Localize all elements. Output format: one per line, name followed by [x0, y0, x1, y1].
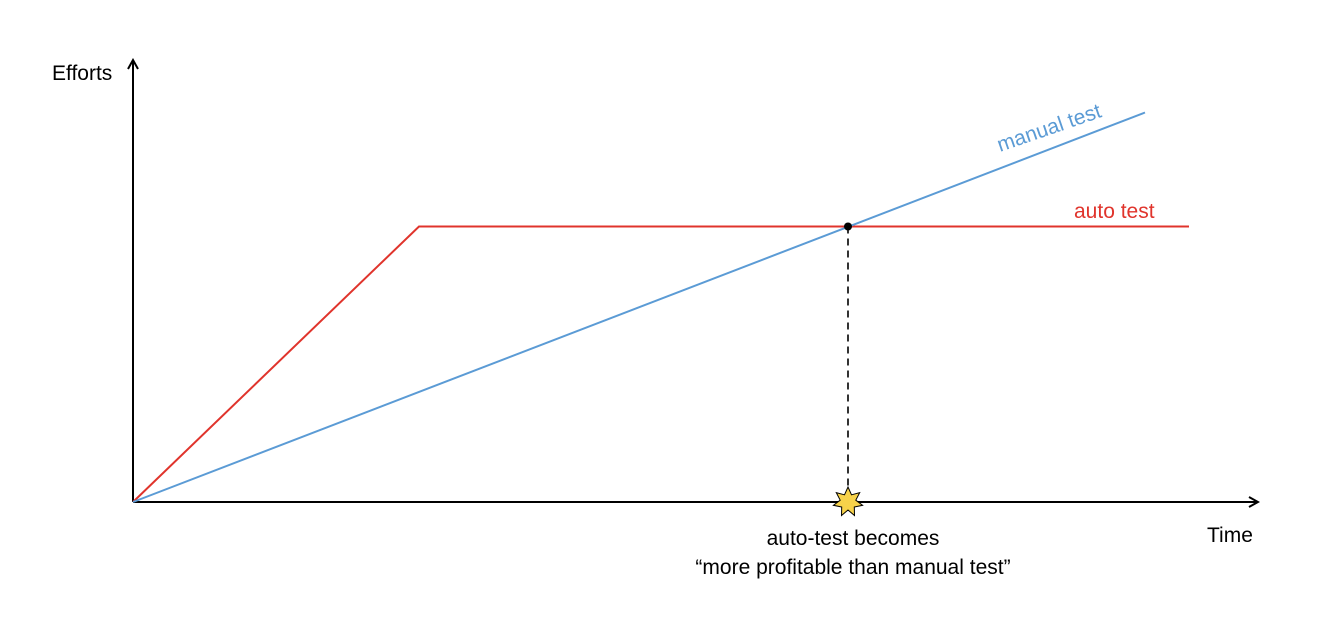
- y-axis-label: Efforts: [52, 62, 112, 85]
- series-label-manual-test: manual test: [994, 100, 1104, 157]
- x-axis-label: Time: [1207, 524, 1253, 547]
- break-even-note-line-1: auto-test becomes: [767, 527, 940, 550]
- series-line-auto-test: [132, 225, 1189, 503]
- series-label-auto-test: auto test: [1074, 200, 1155, 223]
- break-even-note-line-2: “more profitable than manual test”: [695, 556, 1010, 579]
- break-even-point: [844, 222, 852, 231]
- series-line-manual-test: [132, 111, 1146, 503]
- series-layer: [132, 111, 1189, 503]
- star-icon: [832, 485, 864, 517]
